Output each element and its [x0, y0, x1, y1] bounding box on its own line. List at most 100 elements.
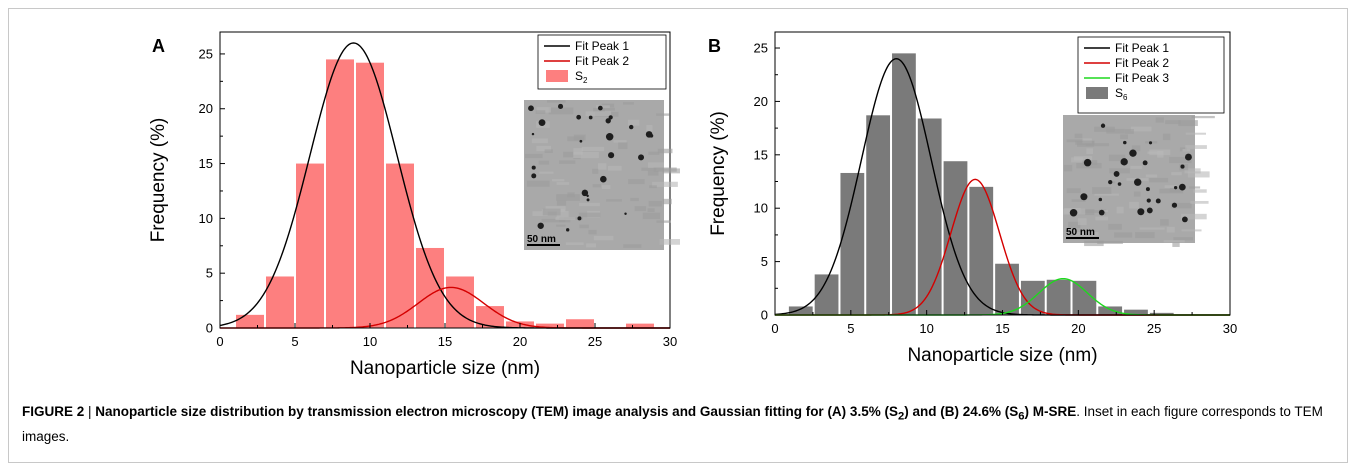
tem-texture [648, 200, 662, 207]
histogram-bar [1149, 312, 1174, 315]
nanoparticle-dot [1185, 153, 1192, 161]
tem-texture [1185, 132, 1206, 135]
tem-texture [573, 152, 599, 159]
tem-texture [1172, 242, 1180, 247]
tem-texture [578, 212, 601, 218]
nanoparticle-dot [1123, 140, 1127, 145]
scale-bar-label: 50 nm [527, 234, 556, 245]
tem-texture [597, 163, 607, 170]
nanoparticle-dot [531, 132, 535, 136]
tem-texture [532, 211, 548, 217]
tem-texture [634, 206, 647, 212]
x-tick-label: 20 [1071, 321, 1085, 336]
nanoparticle-dot [577, 216, 582, 221]
tem-texture [1109, 168, 1130, 174]
tem-texture [1074, 231, 1099, 236]
tem-texture [1135, 232, 1155, 239]
tem-texture [542, 208, 561, 216]
legend-label: Fit Peak 2 [575, 54, 629, 68]
nanoparticle-dot [1146, 198, 1151, 203]
histogram-bar [476, 306, 504, 328]
nanoparticle-dot [1142, 160, 1148, 166]
nanoparticle-dot [1134, 178, 1142, 186]
tem-texture [1163, 240, 1185, 243]
histogram-bar [788, 306, 813, 315]
histogram-bar [892, 53, 916, 315]
nanoparticle-dot [1178, 183, 1186, 191]
tem-texture [556, 224, 566, 227]
tem-texture [1063, 164, 1073, 172]
tem-texture [586, 243, 596, 248]
nanoparticle-dot [605, 118, 611, 124]
tem-texture [1160, 219, 1169, 226]
tem-texture [623, 102, 634, 105]
histogram-bar [356, 62, 384, 329]
nanoparticle-dot [1100, 123, 1106, 128]
tem-texture [628, 119, 640, 126]
tem-texture [1193, 189, 1207, 193]
nanoparticle-dot [1108, 179, 1113, 185]
histogram-bar [995, 263, 1019, 315]
tem-texture [1124, 129, 1134, 134]
tem-texture [1181, 213, 1207, 220]
tem-texture [1081, 210, 1101, 213]
histogram-bar [814, 274, 839, 315]
histogram-bar [943, 161, 968, 315]
histogram-bar [917, 118, 942, 315]
nanoparticle-dot [1146, 207, 1153, 214]
x-tick-label: 15 [438, 334, 452, 349]
nanoparticle-dot [557, 103, 564, 110]
x-tick-label: 20 [513, 334, 527, 349]
tem-texture [593, 235, 614, 241]
y-tick-label: 25 [199, 46, 213, 61]
tem-texture [656, 220, 671, 223]
x-tick-label: 0 [771, 321, 778, 336]
legend-label: Fit Peak 1 [1115, 41, 1169, 55]
nanoparticle-dot [649, 133, 654, 138]
tem-texture [642, 212, 661, 220]
tem-texture [1068, 221, 1081, 229]
tem-texture [1155, 117, 1164, 123]
tem-texture [1075, 140, 1095, 145]
chart-b: B 0 5 10 15 20 25 30 0 5 10 15 20 25 Nanoparticle size… [708, 31, 1237, 366]
nanoparticle-dot [528, 105, 534, 112]
nanoparticle-dot [1171, 202, 1178, 208]
caption-bold-1: Nanoparticle size distribution by transm… [95, 404, 898, 419]
figure-frame [8, 8, 1348, 463]
nanoparticle-dot [537, 222, 544, 229]
y-tick-label: 15 [199, 156, 213, 171]
tem-texture [1085, 143, 1110, 147]
tem-texture [556, 200, 567, 206]
tem-texture [1074, 133, 1083, 139]
x-tick-label: 25 [588, 334, 602, 349]
tem-texture [1166, 226, 1175, 233]
x-tick-label: 10 [919, 321, 933, 336]
tem-texture [1106, 128, 1125, 134]
tem-texture [1094, 193, 1119, 196]
x-tick-label: 15 [995, 321, 1009, 336]
tem-texture [536, 107, 551, 113]
x-tick-label: 10 [363, 334, 377, 349]
tem-texture [1094, 126, 1115, 132]
x-axis-title: Nanoparticle size (nm) [350, 358, 540, 379]
tem-texture [1182, 148, 1191, 152]
tem-texture [649, 185, 657, 189]
tem-texture [1184, 168, 1201, 174]
nanoparticle-dot [1120, 158, 1128, 166]
tem-texture [630, 197, 639, 202]
tem-texture [1171, 202, 1192, 209]
figure-caption: FIGURE 2 | Nanoparticle size distributio… [22, 402, 1332, 447]
tem-texture [608, 165, 622, 171]
tem-texture [1066, 188, 1081, 194]
y-axis-title: Frequency (%) [148, 118, 169, 243]
tem-texture [647, 208, 655, 213]
x-tick-label: 5 [291, 334, 298, 349]
tem-texture [1169, 187, 1182, 193]
tem-texture [524, 153, 543, 159]
x-tick-label: 5 [847, 321, 854, 336]
histogram-bar [626, 323, 654, 328]
tem-texture [531, 138, 548, 144]
tem-texture [581, 146, 605, 152]
tem-texture [563, 151, 574, 158]
x-tick-label: 30 [1223, 321, 1237, 336]
